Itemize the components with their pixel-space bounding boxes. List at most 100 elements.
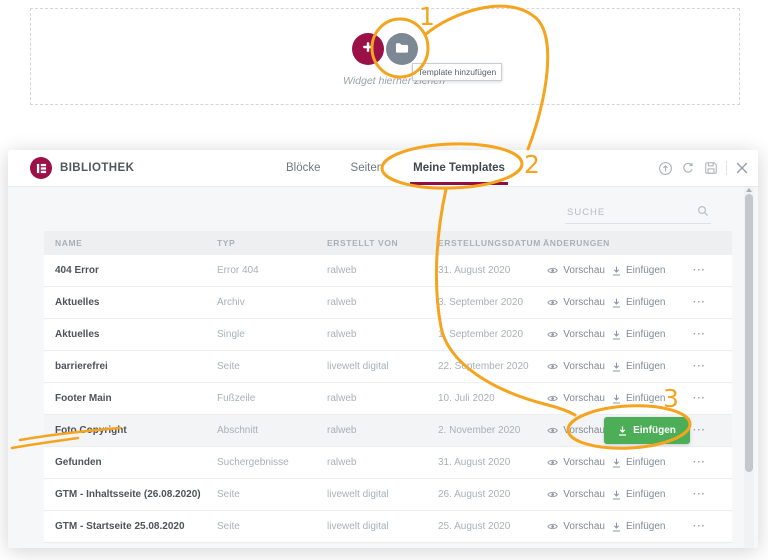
table-row[interactable]: Gefunden Suchergebnisse ralweb 31. Augus… — [44, 447, 732, 479]
template-name: Gefunden — [55, 457, 102, 468]
add-section-button[interactable] — [352, 33, 384, 65]
scrollbar-thumb[interactable] — [745, 194, 753, 472]
preview-button[interactable]: Vorschau — [547, 297, 605, 308]
template-author: ralweb — [327, 329, 357, 340]
table-row[interactable]: Footer Main Fußzeile ralweb 10. Juli 202… — [44, 383, 732, 415]
more-options-button[interactable]: ··· — [693, 457, 706, 468]
col-erstellungsdatum: ERSTELLUNGSDATUM — [438, 238, 541, 248]
more-options-button[interactable]: ··· — [693, 521, 706, 532]
preview-button[interactable]: Vorschau — [547, 361, 605, 372]
export-circle-icon[interactable] — [657, 160, 673, 176]
insert-button[interactable]: Einfügen — [612, 297, 665, 308]
sync-icon[interactable] — [680, 160, 696, 176]
col-name: NAME — [55, 238, 83, 248]
save-icon[interactable] — [703, 160, 719, 176]
scrollbar-up-icon[interactable] — [746, 188, 752, 192]
add-template-button[interactable] — [386, 33, 418, 65]
template-type: Abschnitt — [217, 425, 259, 436]
template-name: 404 Error — [55, 265, 99, 276]
template-date: 1. September 2020 — [438, 329, 524, 340]
tab-meine-templates[interactable]: Meine Templates — [410, 150, 508, 186]
template-author: ralweb — [327, 265, 357, 276]
template-date: 25. August 2020 — [438, 521, 511, 532]
modal-content: NAME TYP ERSTELLT VON ERSTELLUNGSDATUM Ä… — [8, 186, 758, 548]
more-options-button[interactable]: ··· — [693, 489, 706, 500]
template-author: ralweb — [327, 297, 357, 308]
template-date: 10. Juli 2020 — [438, 393, 495, 404]
preview-button[interactable]: Vorschau — [547, 521, 605, 532]
preview-button[interactable]: Vorschau — [547, 393, 605, 404]
table-row[interactable]: 404 Error Error 404 ralweb 31. August 20… — [44, 255, 732, 287]
preview-button[interactable]: Vorschau — [547, 265, 605, 276]
more-options-button[interactable]: ··· — [693, 361, 706, 372]
preview-button[interactable]: Vorschau — [547, 329, 605, 340]
insert-button[interactable]: Einfügen — [612, 393, 665, 404]
widget-dropzone[interactable]: Widget hierher ziehen Template hinzufüge… — [30, 8, 740, 105]
template-name: GTM - Inhaltsseite (26.08.2020) — [55, 489, 201, 500]
header-divider — [726, 161, 727, 175]
template-author: ralweb — [327, 457, 357, 468]
template-type: Single — [217, 329, 245, 340]
search-input[interactable] — [565, 204, 711, 224]
template-name: Footer Main — [55, 393, 112, 404]
table-row-foto-copyright[interactable]: Foto Copyright Abschnitt ralweb 2. Novem… — [44, 415, 732, 447]
template-author: ralweb — [327, 393, 357, 404]
row-actions: Vorschau Einfügen ··· — [543, 383, 732, 414]
preview-button[interactable]: Vorschau — [547, 425, 605, 436]
more-options-button[interactable]: ··· — [693, 329, 706, 340]
tab-bloecke[interactable]: Blöcke — [286, 162, 321, 174]
search-field — [565, 202, 711, 224]
more-options-button[interactable]: ··· — [693, 297, 706, 308]
close-icon[interactable] — [734, 160, 750, 176]
folder-icon — [395, 40, 409, 58]
preview-button[interactable]: Vorschau — [547, 457, 605, 468]
template-library-modal: BIBLIOTHEK Blöcke Seiten Meine Templates — [8, 150, 758, 548]
col-typ: TYP — [217, 238, 236, 248]
template-name: GTM - Startseite 25.08.2020 — [55, 521, 185, 532]
template-type: Error 404 — [217, 265, 259, 276]
preview-button[interactable]: Vorschau — [547, 489, 605, 500]
elementor-logo — [30, 157, 52, 179]
row-actions: Vorschau Einfügen ··· — [543, 351, 732, 382]
table-row[interactable]: GTM - Inhaltsseite (26.08.2020) Seite li… — [44, 479, 732, 511]
library-tabs: Blöcke Seiten Meine Templates — [286, 150, 508, 186]
template-type: Seite — [217, 521, 240, 532]
table-row[interactable]: Aktuelles Single ralweb 1. September 202… — [44, 319, 732, 351]
template-date: 31. August 2020 — [438, 265, 511, 276]
template-type: Fußzeile — [217, 393, 256, 404]
scrollbar[interactable] — [744, 186, 754, 548]
templates-table: NAME TYP ERSTELLT VON ERSTELLUNGSDATUM Ä… — [44, 231, 732, 543]
more-options-button[interactable]: ··· — [693, 393, 706, 404]
template-date: 22. September 2020 — [438, 361, 529, 372]
table-row[interactable]: GTM - Startseite 25.08.2020 Seite livewe… — [44, 511, 732, 543]
col-aenderungen: ÄNDERUNGEN — [543, 238, 610, 248]
col-erstellt-von: ERSTELLT VON — [327, 238, 399, 248]
insert-button[interactable]: Einfügen — [612, 521, 665, 532]
row-actions: Vorschau Einfügen ··· — [543, 255, 732, 286]
insert-button[interactable]: Einfügen — [612, 361, 665, 372]
row-actions: Vorschau Einfügen ··· — [543, 319, 732, 350]
add-template-tooltip: Template hinzufügen — [412, 63, 502, 81]
tab-seiten[interactable]: Seiten — [350, 162, 384, 174]
template-name: Aktuelles — [55, 329, 100, 340]
template-author: livewelt digital — [327, 521, 389, 532]
table-row[interactable]: Aktuelles Archiv ralweb 3. September 202… — [44, 287, 732, 319]
insert-button[interactable]: Einfügen — [612, 489, 665, 500]
table-row[interactable]: barrierefrei Seite livewelt digital 22. … — [44, 351, 732, 383]
row-actions: Vorschau Einfügen ··· — [543, 447, 732, 478]
template-author: livewelt digital — [327, 489, 389, 500]
template-name: barrierefrei — [55, 361, 108, 372]
template-type: Seite — [217, 489, 240, 500]
insert-button-active[interactable]: Einfügen — [604, 417, 690, 444]
template-author: livewelt digital — [327, 361, 389, 372]
template-date: 2. November 2020 — [438, 425, 521, 436]
more-options-button[interactable]: ··· — [693, 265, 706, 276]
more-options-button[interactable]: ··· — [693, 425, 706, 436]
plus-icon — [361, 40, 375, 59]
insert-button[interactable]: Einfügen — [612, 265, 665, 276]
modal-title: BIBLIOTHEK — [60, 162, 135, 174]
template-name: Aktuelles — [55, 297, 100, 308]
insert-button[interactable]: Einfügen — [612, 457, 665, 468]
template-date: 3. September 2020 — [438, 297, 524, 308]
insert-button[interactable]: Einfügen — [612, 329, 665, 340]
